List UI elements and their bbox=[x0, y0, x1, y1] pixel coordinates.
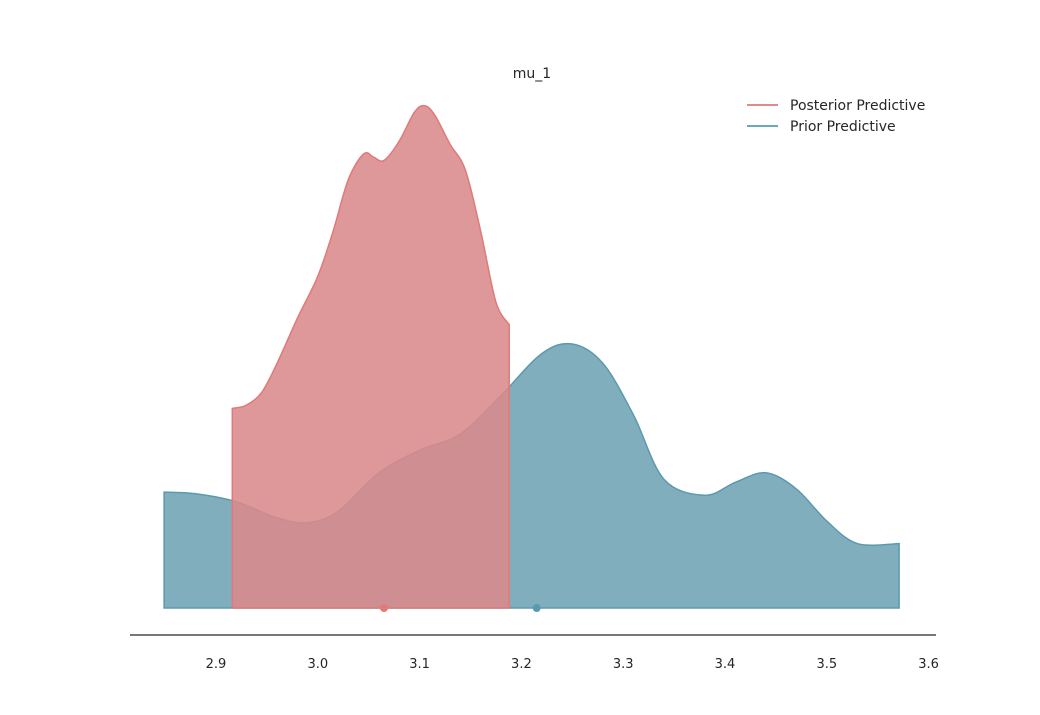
mean-markers bbox=[380, 604, 541, 612]
x-tick-label: 3.2 bbox=[511, 657, 532, 672]
x-tick-labels: 2.9 3.0 3.1 3.2 3.3 3.4 3.5 3.6 bbox=[206, 657, 939, 672]
x-tick-label: 3.4 bbox=[715, 657, 736, 672]
x-tick-label: 3.5 bbox=[816, 657, 837, 672]
mean-marker-posterior-predictive bbox=[380, 604, 388, 612]
x-tick-label: 2.9 bbox=[206, 657, 227, 672]
x-tick-label: 3.3 bbox=[613, 657, 634, 672]
x-tick-label: 3.0 bbox=[307, 657, 328, 672]
x-tick-label: 3.6 bbox=[918, 657, 939, 672]
legend: Posterior Predictive Prior Predictive bbox=[747, 98, 925, 135]
legend-label-posterior-predictive: Posterior Predictive bbox=[790, 98, 925, 114]
plot-area bbox=[163, 104, 900, 609]
chart-title: mu_1 bbox=[513, 66, 551, 82]
x-tick-label: 3.1 bbox=[409, 657, 430, 672]
mean-marker-prior-predictive bbox=[532, 604, 541, 612]
density-posterior-predictive bbox=[231, 104, 510, 609]
legend-label-prior-predictive: Prior Predictive bbox=[790, 119, 896, 135]
